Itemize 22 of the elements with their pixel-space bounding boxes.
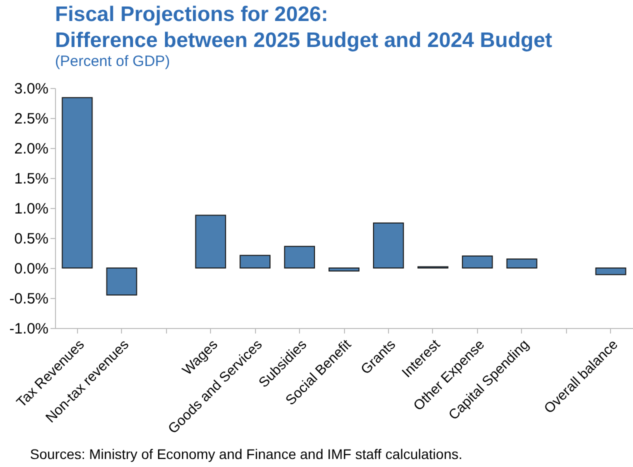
y-tick-label: 0.5% xyxy=(14,230,48,248)
y-tick-label: 2.0% xyxy=(14,140,48,158)
bar xyxy=(106,268,138,296)
bar xyxy=(595,268,626,276)
y-tick-label: 2.5% xyxy=(14,110,48,128)
y-tick-label: -0.5% xyxy=(9,290,48,308)
bar xyxy=(506,258,538,268)
source-note: Sources: Ministry of Economy and Finance and IMF staff calculations. xyxy=(30,446,462,462)
bar xyxy=(373,222,404,268)
bar xyxy=(328,268,360,272)
y-tick-label: 0.0% xyxy=(14,260,48,278)
chart-subtitle: (Percent of GDP) xyxy=(55,53,170,70)
bar xyxy=(462,256,493,268)
y-tick-label: 1.0% xyxy=(14,200,48,218)
bar xyxy=(240,254,271,268)
y-tick-label: 3.0% xyxy=(14,80,48,98)
y-tick-label: -1.0% xyxy=(9,320,48,338)
bar xyxy=(195,214,226,268)
chart-title: Fiscal Projections for 2026: Difference between 2025 Budget and 2024 Budget xyxy=(55,3,552,52)
y-tick-label: 1.5% xyxy=(14,170,48,188)
bar xyxy=(284,246,315,268)
bar xyxy=(62,97,93,268)
